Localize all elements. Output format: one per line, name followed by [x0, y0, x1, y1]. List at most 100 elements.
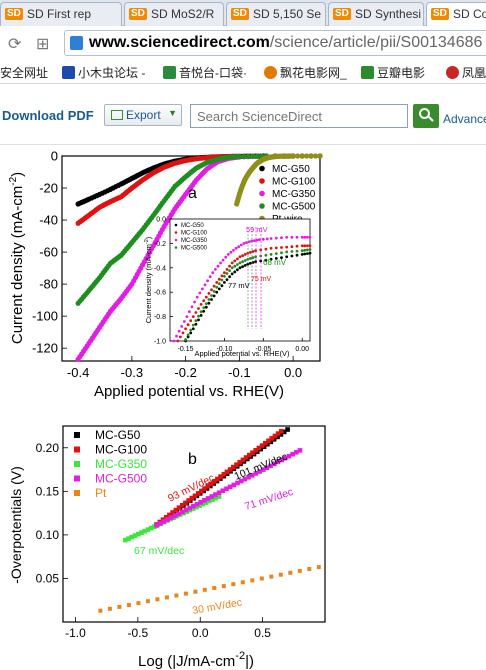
- inset-point: [199, 310, 203, 314]
- inset-point: [202, 309, 206, 313]
- search-input[interactable]: [190, 104, 408, 128]
- panel-b-point: [263, 440, 268, 446]
- inset-point: [306, 235, 309, 239]
- panel-b-point: [183, 507, 189, 513]
- legend-marker: [259, 165, 265, 172]
- panel-b-point: [307, 567, 312, 571]
- inset-point: [285, 255, 289, 259]
- panel-b-point: [187, 505, 192, 511]
- panel-b-point: [221, 471, 227, 477]
- inset-point: [186, 323, 190, 327]
- panel-b-point: [198, 500, 203, 505]
- panel-b-point: [202, 587, 207, 592]
- inset-point: [223, 271, 226, 275]
- inset-point: [249, 257, 252, 260]
- apps-icon[interactable]: ⊞: [36, 36, 50, 53]
- panel-b-point: [186, 498, 191, 503]
- panel-b-point: [234, 462, 239, 467]
- tab-5150[interactable]: SD SD 5,150 Se: [226, 2, 326, 26]
- panel-b-point: [126, 536, 131, 541]
- inset-point: [233, 270, 237, 274]
- bookmark-safe-sites[interactable]: 安全网址: [0, 66, 49, 80]
- inset-point: [254, 249, 257, 253]
- panel-b-point: [269, 436, 274, 441]
- panel-b-point: [195, 491, 201, 496]
- panel-b-point: [208, 481, 214, 487]
- bookmark-yinyuetai[interactable]: 音悦台-口袋·: [163, 64, 247, 81]
- bookmark-douban[interactable]: 豆瓣电影: [361, 64, 425, 81]
- panel-b-point: [231, 582, 236, 587]
- panel-a-point: [312, 153, 319, 159]
- panel-b-point: [316, 565, 321, 570]
- panel-b-point: [259, 576, 264, 581]
- export-button[interactable]: Export ▼: [104, 104, 182, 126]
- browser-toolbar: ⟳ ⊞ www.sciencedirect.com/science/articl…: [0, 27, 486, 59]
- inset-point: [226, 253, 230, 256]
- panel-a-point: [250, 153, 256, 159]
- inset-point: [234, 246, 238, 250]
- dropdown-arrow-icon: ▼: [168, 108, 177, 118]
- panel-b-point: [231, 482, 237, 488]
- inset-point: [228, 269, 232, 272]
- bookmark-piaohua[interactable]: 飘花电影网_: [264, 64, 347, 81]
- inset-point: [207, 301, 211, 305]
- inset-point: [233, 264, 237, 268]
- panel-b-ytick-label: 0.05: [36, 572, 60, 586]
- inset-point: [203, 283, 207, 287]
- panel-a-point: [308, 153, 314, 159]
- inset-point: [306, 252, 309, 255]
- inset-point: [243, 253, 247, 256]
- panel-a-point: [304, 153, 310, 159]
- inset-point: [295, 249, 299, 253]
- legend-entry: MC-G100: [181, 231, 208, 237]
- panel-b-point: [167, 512, 172, 518]
- sd-favicon: SD: [231, 8, 249, 20]
- panel-b-point: [197, 503, 202, 508]
- bookmark-icon: [264, 66, 277, 79]
- inset-point: [191, 327, 195, 331]
- tab-strip: SD SD First rep SD SD MoS2/R SD SD 5,150 Se…: [0, 0, 486, 26]
- tab-synthesis[interactable]: SD SD Synthesi: [328, 2, 424, 26]
- inset-point: [290, 250, 294, 253]
- legend-marker: [174, 246, 178, 249]
- address-bar[interactable]: www.sciencedirect.com/science/article/pi…: [64, 30, 486, 56]
- inset-point: [189, 331, 193, 335]
- inset-point: [258, 238, 261, 242]
- panel-b-point: [170, 510, 175, 515]
- panel-b-point: [256, 445, 262, 451]
- panel-b-point: [240, 457, 246, 463]
- inset-point: [247, 240, 251, 244]
- advanced-search-link[interactable]: Advanced: [443, 112, 486, 126]
- panel-b-point: [129, 534, 135, 540]
- inset-point: [175, 334, 178, 338]
- inset-point: [181, 331, 185, 335]
- inset-point: [308, 235, 312, 239]
- panel-b-point: [247, 452, 252, 458]
- inset-point: [210, 288, 213, 292]
- legend-entry: MC-G100: [95, 443, 147, 457]
- inset-point: [300, 249, 304, 253]
- legend-marker: [74, 490, 80, 496]
- b-annotation-101: 101 mV/dec: [233, 451, 289, 483]
- download-pdf-link[interactable]: Download PDF: [2, 108, 94, 123]
- tab-mos2[interactable]: SD SD MoS2/R: [124, 2, 224, 26]
- legend-marker: [174, 238, 178, 242]
- panel-b-point: [272, 461, 277, 467]
- inset-point: [207, 298, 211, 301]
- inset-point: [308, 251, 312, 255]
- bookmark-xiaomuchong[interactable]: 小木虫论坛 -: [62, 64, 145, 81]
- inset-point: [245, 241, 248, 244]
- search-button[interactable]: [413, 104, 439, 128]
- tab-first-rep[interactable]: SD SD First rep: [0, 2, 122, 26]
- refresh-icon[interactable]: ⟳: [8, 36, 22, 53]
- inset-point: [308, 248, 312, 251]
- panel-b-point: [224, 469, 230, 475]
- legend-marker: [74, 461, 80, 467]
- bookmark-fenghuang[interactable]: 凤凰: [446, 64, 486, 81]
- inset-ytick-label: -1.0: [154, 338, 166, 345]
- panel-b-point: [272, 433, 278, 439]
- legend-entry: MC-G350: [181, 238, 208, 244]
- panel-b-point: [261, 467, 266, 472]
- inset-point: [280, 251, 283, 255]
